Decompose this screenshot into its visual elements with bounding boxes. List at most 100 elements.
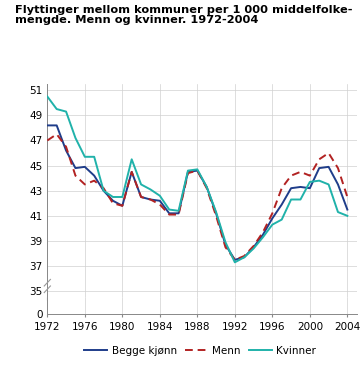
Begge kjønn — [298, 185, 302, 189]
Menn — [298, 170, 302, 174]
Begge kjønn — [261, 233, 265, 237]
Kvinner — [139, 182, 143, 187]
Menn — [130, 170, 134, 174]
Kvinner — [242, 255, 246, 260]
Kvinner — [148, 187, 153, 192]
Begge kjønn — [83, 165, 87, 169]
Menn — [336, 166, 340, 170]
Menn — [223, 245, 228, 249]
Menn — [289, 173, 293, 178]
Begge kjønn — [167, 211, 171, 215]
Kvinner — [195, 167, 199, 172]
Begge kjønn — [233, 258, 237, 262]
Menn — [158, 202, 162, 207]
Menn — [83, 182, 87, 187]
Menn — [261, 230, 265, 234]
Line: Begge kjønn: Begge kjønn — [47, 126, 347, 260]
Menn — [252, 244, 256, 248]
Legend: Begge kjønn, Menn, Kvinner: Begge kjønn, Menn, Kvinner — [80, 342, 320, 360]
Menn — [111, 201, 115, 205]
Begge kjønn — [102, 188, 106, 193]
Kvinner — [83, 155, 87, 159]
Kvinner — [45, 94, 50, 99]
Menn — [120, 204, 124, 208]
Begge kjønn — [158, 199, 162, 203]
Begge kjønn — [289, 186, 293, 191]
Text: Flyttinger mellom kommuner per 1 000 middelfolke-: Flyttinger mellom kommuner per 1 000 mid… — [15, 5, 352, 15]
Kvinner — [261, 235, 265, 239]
Menn — [167, 212, 171, 217]
Begge kjønn — [336, 182, 340, 187]
Menn — [195, 168, 199, 173]
Begge kjønn — [55, 123, 59, 128]
Kvinner — [327, 182, 331, 187]
Kvinner — [158, 193, 162, 198]
Begge kjønn — [64, 148, 68, 153]
Begge kjønn — [317, 166, 321, 170]
Menn — [55, 132, 59, 137]
Kvinner — [111, 195, 115, 199]
Begge kjønn — [148, 197, 153, 202]
Begge kjønn — [214, 211, 218, 215]
Menn — [102, 186, 106, 191]
Kvinner — [289, 197, 293, 202]
Begge kjønn — [111, 199, 115, 203]
Kvinner — [167, 207, 171, 212]
Begge kjønn — [308, 186, 312, 191]
Menn — [45, 138, 50, 143]
Begge kjønn — [120, 204, 124, 208]
Begge kjønn — [92, 173, 96, 178]
Menn — [280, 186, 284, 191]
Kvinner — [102, 188, 106, 193]
Begge kjønn — [252, 245, 256, 249]
Begge kjønn — [177, 211, 181, 215]
Menn — [345, 195, 349, 199]
Kvinner — [336, 210, 340, 214]
Begge kjønn — [205, 185, 209, 189]
Menn — [148, 197, 153, 202]
Menn — [214, 214, 218, 218]
Kvinner — [280, 218, 284, 222]
Kvinner — [186, 168, 190, 173]
Kvinner — [130, 157, 134, 161]
Line: Kvinner: Kvinner — [47, 96, 347, 262]
Kvinner — [177, 209, 181, 213]
Kvinner — [92, 155, 96, 159]
Begge kjønn — [130, 170, 134, 174]
Kvinner — [308, 180, 312, 184]
Kvinner — [298, 197, 302, 202]
Menn — [64, 145, 68, 149]
Begge kjønn — [327, 165, 331, 169]
Kvinner — [55, 107, 59, 111]
Menn — [186, 171, 190, 175]
Menn — [205, 186, 209, 191]
Menn — [317, 157, 321, 161]
Begge kjønn — [186, 170, 190, 174]
Begge kjønn — [223, 242, 228, 247]
Kvinner — [73, 136, 78, 140]
Begge kjønn — [345, 207, 349, 212]
Text: mengde. Menn og kvinner. 1972-2004: mengde. Menn og kvinner. 1972-2004 — [15, 15, 258, 25]
Kvinner — [252, 246, 256, 251]
Menn — [177, 212, 181, 217]
Kvinner — [214, 210, 218, 214]
Kvinner — [120, 195, 124, 199]
Menn — [308, 173, 312, 178]
Menn — [242, 254, 246, 258]
Kvinner — [345, 214, 349, 218]
Menn — [73, 173, 78, 178]
Begge kjønn — [280, 202, 284, 207]
Begge kjønn — [139, 195, 143, 199]
Kvinner — [223, 240, 228, 245]
Kvinner — [270, 222, 274, 227]
Menn — [233, 258, 237, 262]
Line: Menn: Menn — [47, 134, 347, 260]
Kvinner — [233, 260, 237, 265]
Menn — [327, 151, 331, 155]
Menn — [92, 178, 96, 183]
Begge kjønn — [270, 216, 274, 220]
Kvinner — [317, 178, 321, 183]
Begge kjønn — [73, 166, 78, 170]
Menn — [270, 211, 274, 215]
Menn — [139, 195, 143, 199]
